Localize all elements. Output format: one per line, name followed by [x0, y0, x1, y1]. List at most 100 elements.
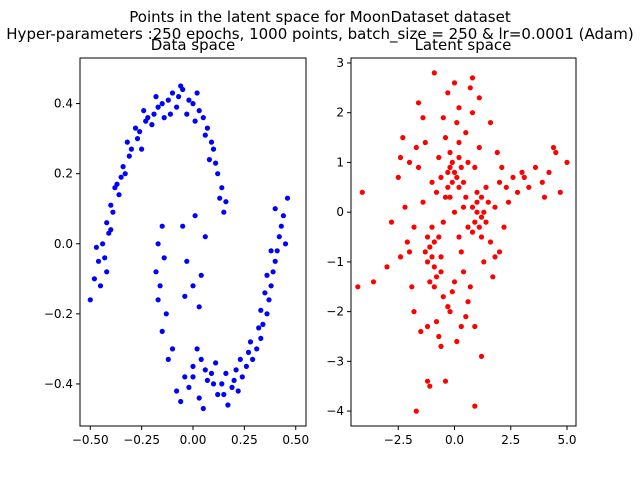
latent-space-point: [474, 189, 480, 195]
latent-space-point: [449, 289, 455, 295]
latent-space-point: [463, 194, 469, 200]
data-space-point: [118, 174, 124, 180]
data-space-point: [190, 283, 196, 289]
data-space-point: [134, 136, 141, 142]
latent-space-point: [467, 284, 473, 290]
data-space-point: [215, 171, 221, 177]
data-space-point: [186, 97, 192, 103]
latent-space-point: [487, 239, 494, 245]
data-space-point: [178, 83, 184, 89]
latent-space-point: [422, 139, 428, 146]
latent-space-point: [456, 184, 462, 190]
latent-space-point: [494, 149, 500, 156]
latent-space-point: [490, 274, 496, 280]
data-space-point: [221, 391, 227, 398]
latent-space-point: [465, 224, 471, 230]
data-space-point: [219, 185, 225, 191]
data-space-point: [112, 185, 118, 191]
latent-space-point: [411, 309, 417, 315]
data-space-point: [128, 146, 134, 152]
latent-space-point: [492, 204, 498, 210]
data-space-point: [217, 195, 223, 201]
data-space-point: [200, 115, 206, 121]
data-space-point: [93, 244, 99, 250]
latent-space-point: [400, 135, 406, 141]
latent-space-point: [447, 309, 453, 315]
data-space-x-tick-label: 0.50: [282, 433, 309, 447]
data-space-point: [190, 101, 196, 107]
data-space-point: [262, 290, 268, 296]
data-space-point: [237, 356, 243, 362]
latent-space-point: [460, 204, 467, 210]
latent-space-point: [447, 149, 453, 156]
data-space-point: [184, 258, 190, 264]
latent-space-point: [442, 194, 449, 200]
latent-space-point: [440, 115, 446, 121]
latent-space-point: [402, 204, 408, 210]
data-space-x-tick-label: −0.50: [72, 433, 109, 447]
data-space-point: [157, 283, 163, 289]
latent-space-point: [433, 274, 440, 280]
data-space-point: [239, 374, 245, 380]
latent-space-point: [445, 90, 451, 96]
latent-space-x-tick-label: 2.5: [501, 433, 520, 447]
latent-space-point: [454, 338, 460, 345]
latent-space-point: [451, 209, 458, 215]
latent-space-point: [564, 159, 570, 165]
data-space-point: [233, 367, 239, 373]
data-space-panel: Data space −0.50 −0.25 0.00 0.25 0.50−0.4−0.…: [44, 36, 309, 447]
data-space-point: [202, 367, 208, 373]
data-space-x-tick-label: −0.25: [123, 433, 160, 447]
latent-space-point: [532, 164, 539, 170]
data-space-point: [268, 248, 274, 254]
latent-space-point: [445, 184, 451, 190]
data-space-point: [258, 307, 264, 313]
latent-space-point: [496, 179, 503, 185]
data-space-point: [159, 223, 165, 229]
data-space-y-tick-label: 0.0: [54, 237, 73, 251]
latent-space-point: [445, 169, 451, 175]
latent-space-point: [456, 154, 462, 161]
data-space-point: [178, 398, 184, 405]
latent-space-point: [469, 110, 476, 116]
data-space-point: [167, 111, 173, 117]
data-space-point: [213, 160, 219, 166]
latent-space-point: [472, 323, 478, 330]
data-space-point: [169, 90, 176, 96]
data-space-frame: [79, 57, 307, 427]
latent-space-point: [465, 299, 471, 305]
data-space-title: Data space: [151, 36, 236, 54]
data-space-point: [208, 370, 215, 376]
data-space-point: [208, 139, 215, 145]
latent-space-point: [503, 184, 509, 190]
latent-space-point: [438, 174, 444, 180]
latent-space-point: [397, 154, 404, 161]
data-space-point: [276, 234, 282, 240]
latent-space-point: [404, 239, 410, 245]
latent-space-point: [472, 219, 478, 225]
latent-space-point: [510, 174, 516, 180]
latent-space-point: [359, 189, 365, 195]
data-space-point: [231, 377, 237, 383]
latent-space-point: [438, 269, 444, 275]
data-space-point: [182, 293, 188, 299]
latent-space-point: [476, 224, 482, 230]
data-space-point: [268, 283, 274, 289]
data-space-point: [155, 297, 161, 303]
latent-space-point: [415, 100, 422, 106]
latent-space-point: [422, 249, 428, 255]
data-space-point: [225, 402, 231, 408]
latent-space-point: [481, 209, 487, 215]
latent-space-point: [431, 284, 437, 290]
latent-space-title: Latent space: [415, 36, 512, 54]
latent-space-point: [492, 254, 498, 260]
data-space-point: [213, 360, 219, 366]
latent-space-point: [449, 159, 455, 165]
data-space-point: [122, 171, 128, 177]
latent-space-point: [436, 154, 442, 161]
data-space-point: [190, 374, 196, 380]
latent-space-point: [526, 184, 532, 190]
latent-space-point: [445, 304, 451, 310]
data-space-point: [204, 377, 210, 383]
data-space-point: [254, 346, 260, 352]
